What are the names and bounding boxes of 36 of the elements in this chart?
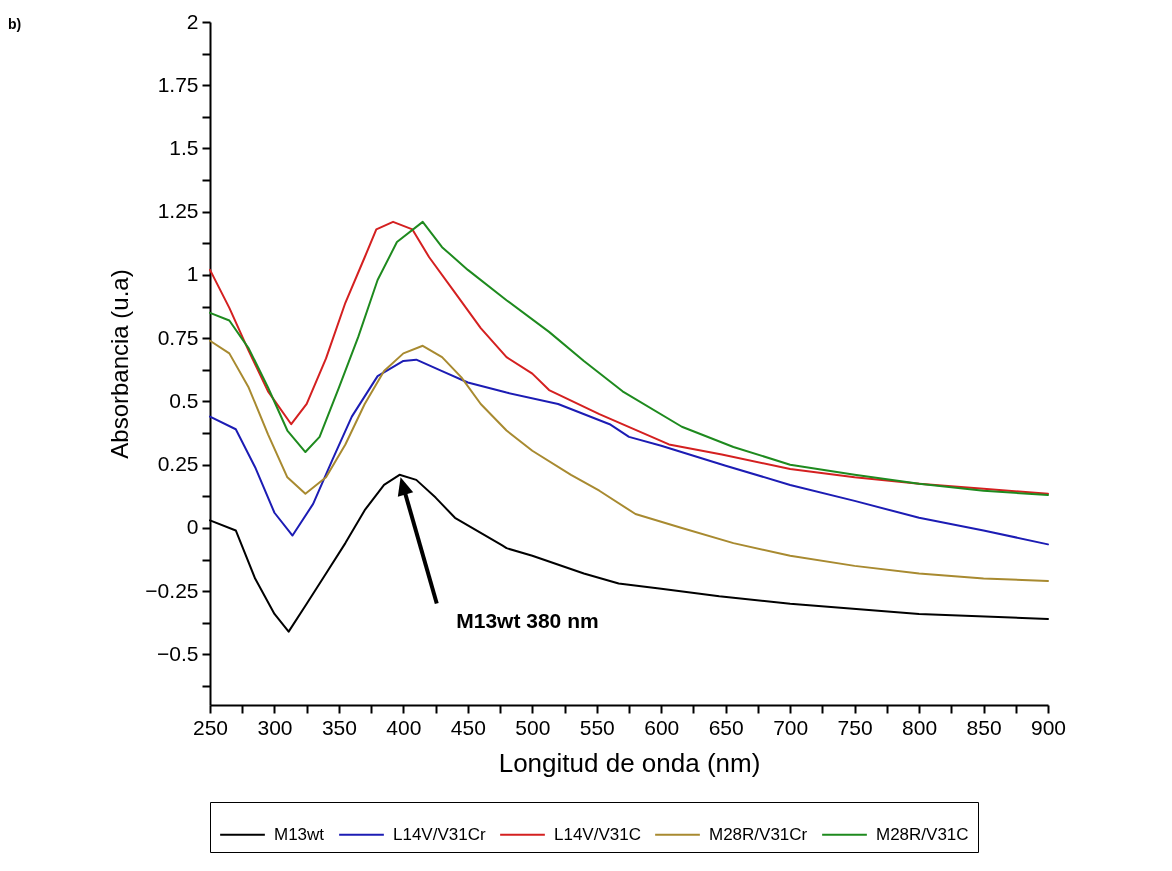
x-tick-label: 550: [579, 715, 615, 739]
y-tick-label: 1.25: [157, 199, 199, 223]
x-tick-label: 700: [773, 715, 809, 739]
legend-label: L14V/V31Cr: [393, 824, 486, 844]
y-tick-label: −0.25: [145, 578, 199, 602]
y-tick-label: 2: [186, 9, 199, 33]
y-tick-label: 0: [186, 515, 199, 539]
y-tick-label: 0.75: [157, 325, 199, 349]
legend-label: L14V/V31C: [554, 824, 641, 844]
y-tick-label: 1: [186, 262, 199, 286]
x-tick-label: 350: [321, 715, 357, 739]
x-tick-label: 250: [192, 715, 229, 739]
x-tick-label: 500: [515, 715, 551, 739]
x-tick-label: 650: [708, 715, 744, 739]
legend-label: M28R/V31C: [876, 824, 969, 844]
x-tick-label: 400: [386, 715, 422, 739]
legend-label: M28R/V31Cr: [709, 824, 808, 844]
x-tick-label: 300: [257, 715, 293, 739]
y-tick-label: 1.5: [169, 135, 199, 159]
x-tick-label: 750: [837, 715, 873, 739]
line-series: [209, 358, 1049, 546]
line-series: [209, 339, 1049, 583]
x-axis-title: Longitud de onda (nm): [498, 747, 761, 778]
y-tick-label: −0.5: [157, 641, 199, 665]
y-tick-label: 0.25: [157, 452, 199, 476]
text: b): [8, 16, 22, 32]
y-tick-label: 1.75: [157, 72, 199, 96]
y-tick-label: 0.5: [169, 388, 199, 412]
x-tick-label: 600: [644, 715, 680, 739]
y-axis-title: Absorbancia (u.a): [106, 269, 134, 459]
legend-label: M13wt: [274, 824, 325, 844]
x-tick-label: 450: [450, 715, 486, 739]
x-tick-label: 850: [966, 715, 1002, 739]
x-tick-label: 900: [1030, 715, 1067, 739]
annotation: M13wt 380 nm: [456, 609, 599, 634]
x-tick-label: 800: [902, 715, 938, 739]
